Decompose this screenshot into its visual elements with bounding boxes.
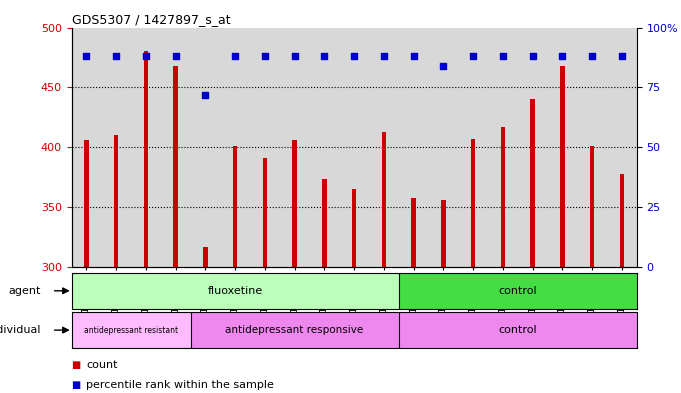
Point: [497, 53, 508, 59]
Text: GDS5307 / 1427897_s_at: GDS5307 / 1427897_s_at: [72, 13, 230, 26]
Bar: [263, 158, 267, 267]
Bar: [84, 140, 89, 267]
Bar: [590, 146, 595, 267]
Text: count: count: [86, 360, 118, 371]
Point: [229, 53, 240, 59]
Text: individual: individual: [0, 325, 40, 335]
Bar: [174, 66, 178, 267]
Point: [586, 53, 597, 59]
Bar: [352, 189, 356, 267]
Point: [468, 53, 479, 59]
Point: [81, 53, 92, 59]
Point: [527, 53, 538, 59]
Point: [259, 53, 270, 59]
Point: [140, 53, 151, 59]
Point: [319, 53, 330, 59]
Bar: [292, 140, 297, 267]
Bar: [144, 51, 148, 267]
Bar: [72, 273, 399, 309]
Bar: [322, 178, 327, 267]
Bar: [620, 174, 624, 267]
Bar: [530, 99, 535, 267]
Point: [111, 53, 122, 59]
Bar: [233, 146, 238, 267]
Text: percentile rank within the sample: percentile rank within the sample: [86, 380, 274, 390]
Bar: [441, 200, 445, 267]
Text: fluoxetine: fluoxetine: [208, 286, 263, 296]
Bar: [399, 273, 637, 309]
Point: [289, 53, 300, 59]
Text: ■: ■: [72, 380, 81, 390]
Text: control: control: [498, 325, 537, 335]
Point: [408, 53, 419, 59]
Point: [170, 53, 181, 59]
Point: [438, 63, 449, 69]
Point: [557, 53, 568, 59]
Text: ■: ■: [72, 360, 81, 371]
Text: agent: agent: [8, 286, 40, 296]
Bar: [203, 247, 208, 267]
Bar: [560, 66, 565, 267]
Bar: [501, 127, 505, 267]
Point: [349, 53, 360, 59]
Point: [379, 53, 390, 59]
Point: [200, 92, 211, 98]
Text: antidepressant resistant: antidepressant resistant: [84, 326, 178, 334]
Bar: [411, 198, 416, 267]
Point: [616, 53, 627, 59]
Text: antidepressant responsive: antidepressant responsive: [225, 325, 364, 335]
Bar: [381, 132, 386, 267]
Bar: [399, 312, 637, 348]
Bar: [114, 135, 118, 267]
Bar: [471, 139, 475, 267]
Bar: [72, 312, 191, 348]
Bar: [191, 312, 399, 348]
Text: control: control: [498, 286, 537, 296]
